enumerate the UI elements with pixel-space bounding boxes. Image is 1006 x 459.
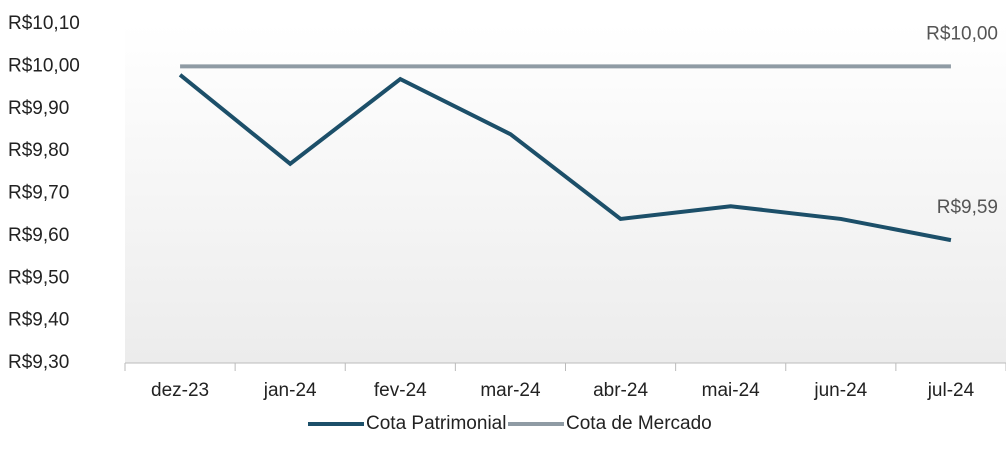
- y-tick-label: R$9,80: [8, 140, 69, 161]
- legend-label: Cota de Mercado: [566, 413, 712, 434]
- y-tick-label: R$9,50: [8, 267, 69, 288]
- y-tick-label: R$9,60: [8, 225, 69, 246]
- y-tick-label: R$9,40: [8, 310, 69, 331]
- data-label: R$9,59: [937, 197, 998, 218]
- y-tick-label: R$10,00: [8, 55, 80, 76]
- y-tick-label: R$10,10: [8, 13, 80, 34]
- x-tick-label: abr-24: [593, 380, 648, 401]
- legend-label: Cota Patrimonial: [366, 413, 506, 434]
- x-tick-label: jun-24: [813, 380, 867, 401]
- x-tick-label: jan-24: [263, 380, 317, 401]
- x-tick-label: jul-24: [927, 380, 975, 401]
- x-tick-label: dez-23: [151, 380, 209, 401]
- x-tick-label: fev-24: [374, 380, 427, 401]
- x-tick-label: mar-24: [480, 380, 541, 401]
- x-tick-label: mai-24: [702, 380, 761, 401]
- plot-area: [125, 24, 1006, 363]
- y-tick-label: R$9,30: [8, 352, 69, 373]
- y-tick-label: R$9,90: [8, 98, 69, 119]
- data-label: R$10,00: [926, 23, 998, 44]
- y-tick-label: R$9,70: [8, 183, 69, 204]
- series-line: [178, 73, 952, 243]
